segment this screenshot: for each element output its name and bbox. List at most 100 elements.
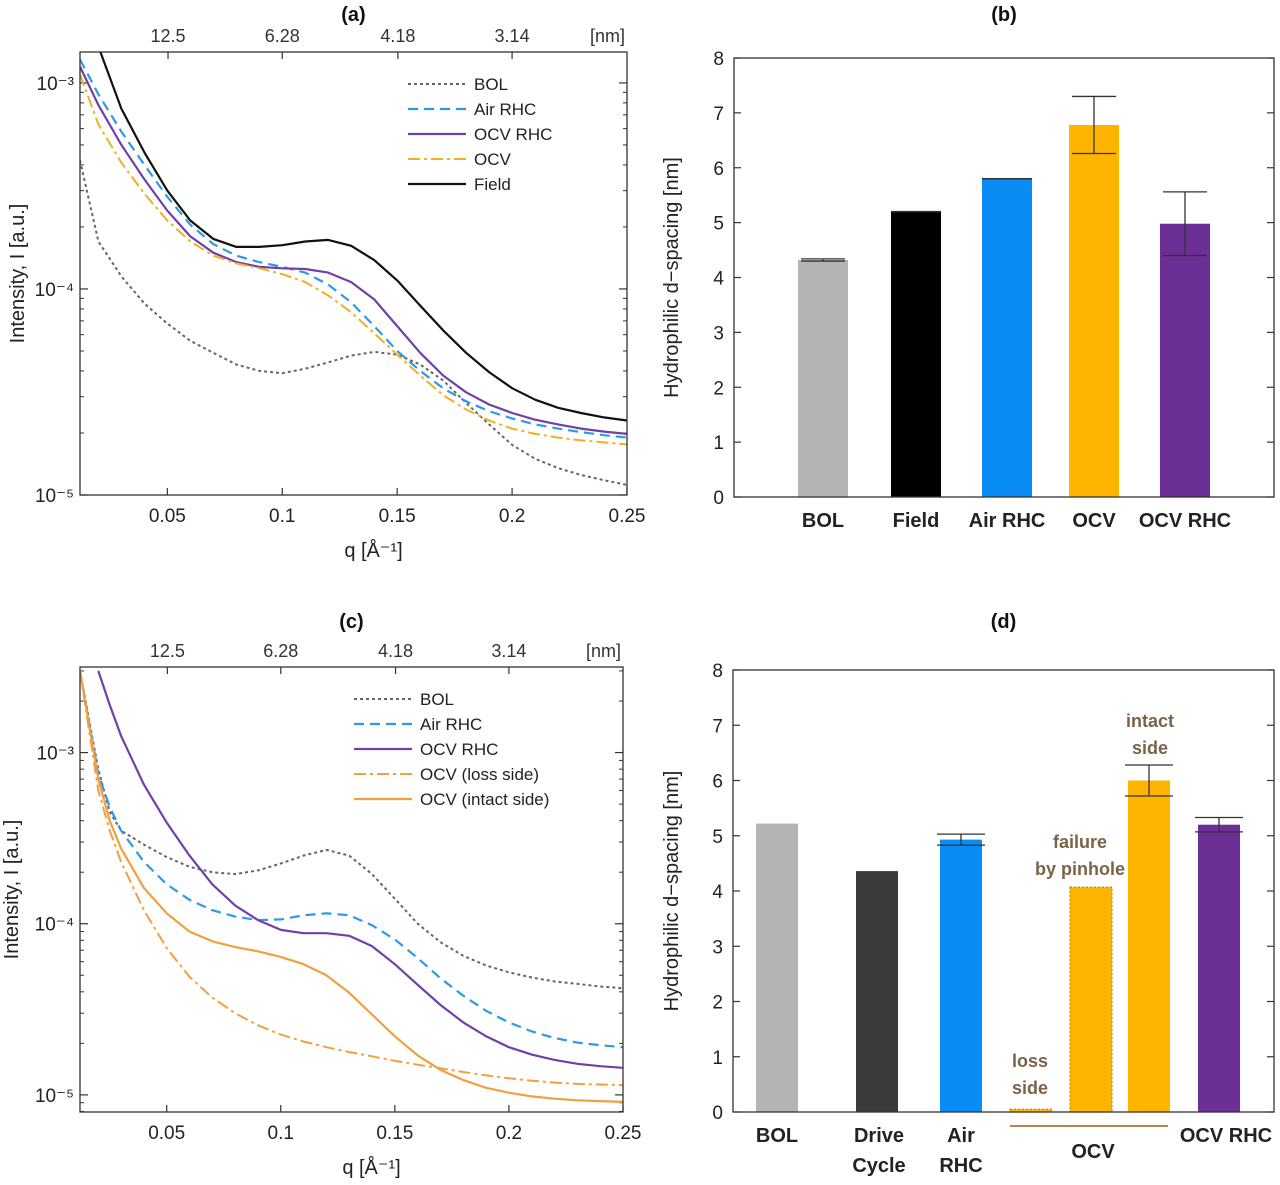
x-tick-label: 0.1	[268, 1123, 294, 1144]
category-label: OCV RHC	[1139, 510, 1231, 532]
y-tick-label: 6	[712, 772, 723, 793]
bar	[940, 839, 982, 1112]
series-line	[80, 670, 623, 990]
panel-d: (d) 0 1 2 3 4 5 6 7 8 Hydrophilic d−spacing [nm] BO…	[661, 611, 1275, 1177]
bar-annotation: loss	[1012, 1051, 1048, 1071]
y-tick-label: 4	[712, 882, 723, 903]
category-label: BOL	[756, 1125, 798, 1147]
x-tick-label: 0.15	[376, 1123, 413, 1144]
bar-annotation: by pinhole	[1035, 859, 1125, 879]
legend-label: OCV (intact side)	[420, 790, 549, 809]
bar-annotation: failure	[1053, 832, 1107, 852]
top-tick-label: 4.18	[380, 26, 415, 46]
top-tick-label: 6.28	[263, 641, 298, 661]
bar	[982, 178, 1032, 497]
legend-label: OCV RHC	[420, 740, 498, 759]
y-tick-label: 5	[713, 214, 724, 235]
panel-b: (b) 0 1 2 3 4 5 6 7 8 Hydrophilic d−spacing [nm] BO…	[661, 4, 1275, 532]
y-tick-label: 7	[712, 716, 723, 737]
bar	[1128, 780, 1170, 1112]
category-label: Air RHC	[969, 510, 1046, 532]
panel-a: (a) 10⁻⁵ 10⁻⁴ 10⁻³ 0.05 0.1 0.15 0.2 0.25 12.5 6.2…	[7, 4, 646, 562]
series-line	[80, 74, 627, 446]
bar	[1069, 124, 1119, 497]
x-tick-label: 0.1	[269, 506, 295, 527]
y-axis-label: Intensity, I [a.u.]	[7, 204, 29, 344]
x-tick-label: 0.05	[149, 506, 186, 527]
plot-frame	[79, 666, 624, 1113]
legend-label: BOL	[420, 690, 454, 709]
legend-label: Field	[474, 175, 511, 194]
category-label: Air	[947, 1125, 975, 1147]
y-tick-label: 8	[712, 661, 723, 682]
legend-label: OCV	[474, 150, 512, 169]
top-tick-label: 12.5	[150, 641, 185, 661]
y-tick-label: 3	[712, 937, 723, 958]
y-tick-label: 2	[713, 378, 724, 399]
top-tick-label: 3.14	[495, 26, 530, 46]
legend-label: OCV (loss side)	[420, 765, 539, 784]
bar	[798, 259, 848, 497]
legend-label: Air RHC	[420, 715, 482, 734]
series-line	[97, 670, 623, 1069]
x-axis-label: q [Å⁻¹]	[344, 539, 402, 562]
y-axis-label: Hydrophilic d−spacing [nm]	[661, 771, 683, 1012]
top-tick-label: 3.14	[491, 641, 526, 661]
y-tick-label: 3	[713, 323, 724, 344]
y-tick-label: 10⁻⁴	[35, 915, 74, 936]
x-axis-label: q [Å⁻¹]	[342, 1156, 400, 1179]
plot-frame	[79, 51, 628, 496]
y-tick-label: 10⁻⁵	[35, 486, 74, 507]
legend-label: OCV RHC	[474, 125, 552, 144]
series-line	[99, 52, 627, 422]
top-tick-label: 12.5	[151, 26, 186, 46]
bar	[756, 823, 798, 1112]
top-tick-label: 4.18	[378, 641, 413, 661]
bar	[1198, 824, 1240, 1112]
bar	[1069, 886, 1113, 1113]
x-tick-label: 0.2	[496, 1123, 522, 1144]
top-tick-label: 6.28	[265, 26, 300, 46]
bar	[1160, 223, 1210, 497]
category-label: BOL	[802, 510, 844, 532]
y-tick-label: 6	[713, 159, 724, 180]
y-tick-label: 8	[713, 49, 724, 70]
top-axis-unit: [nm]	[586, 641, 621, 661]
y-tick-label: 1	[712, 1048, 723, 1069]
panel-title: (b)	[991, 4, 1017, 26]
bar-annotation: side	[1132, 738, 1168, 758]
bar	[891, 211, 941, 497]
y-axis-label: Hydrophilic d−spacing [nm]	[661, 157, 683, 398]
y-tick-label: 7	[713, 104, 724, 125]
y-tick-label: 10⁻³	[37, 744, 75, 765]
series-line	[80, 670, 623, 1103]
series-line	[80, 58, 627, 439]
x-tick-label: 0.25	[609, 506, 646, 527]
x-tick-label: 0.2	[499, 506, 525, 527]
bar-annotation: intact	[1126, 711, 1174, 731]
panel-title: (a)	[341, 4, 365, 26]
y-tick-label: 0	[712, 1103, 723, 1124]
bar-annotation: side	[1012, 1078, 1048, 1098]
y-tick-label: 10⁻⁵	[35, 1086, 74, 1107]
legend-label: BOL	[474, 75, 508, 94]
legend-label: Air RHC	[474, 100, 536, 119]
top-axis-unit: [nm]	[590, 26, 625, 46]
category-label: OCV	[1072, 510, 1116, 532]
y-tick-label: 2	[712, 993, 723, 1014]
x-tick-label: 0.05	[148, 1123, 185, 1144]
series-line	[80, 670, 623, 1087]
category-label: Drive	[854, 1125, 904, 1147]
series-line	[80, 66, 627, 435]
panel-c: (c) 10⁻⁵ 10⁻⁴ 10⁻³ 0.05 0.1 0.15 0.2 0.25 12.5 6.2…	[1, 611, 641, 1179]
category-label: Field	[893, 510, 940, 532]
y-tick-label: 4	[713, 269, 724, 290]
y-axis-label: Intensity, I [a.u.]	[1, 820, 23, 960]
category-label: Cycle	[852, 1155, 905, 1177]
y-tick-label: 10⁻⁴	[35, 280, 74, 301]
panel-title: (d)	[991, 611, 1017, 633]
y-tick-label: 10⁻³	[37, 74, 75, 95]
series-line	[80, 670, 623, 1049]
y-tick-label: 0	[713, 488, 724, 509]
